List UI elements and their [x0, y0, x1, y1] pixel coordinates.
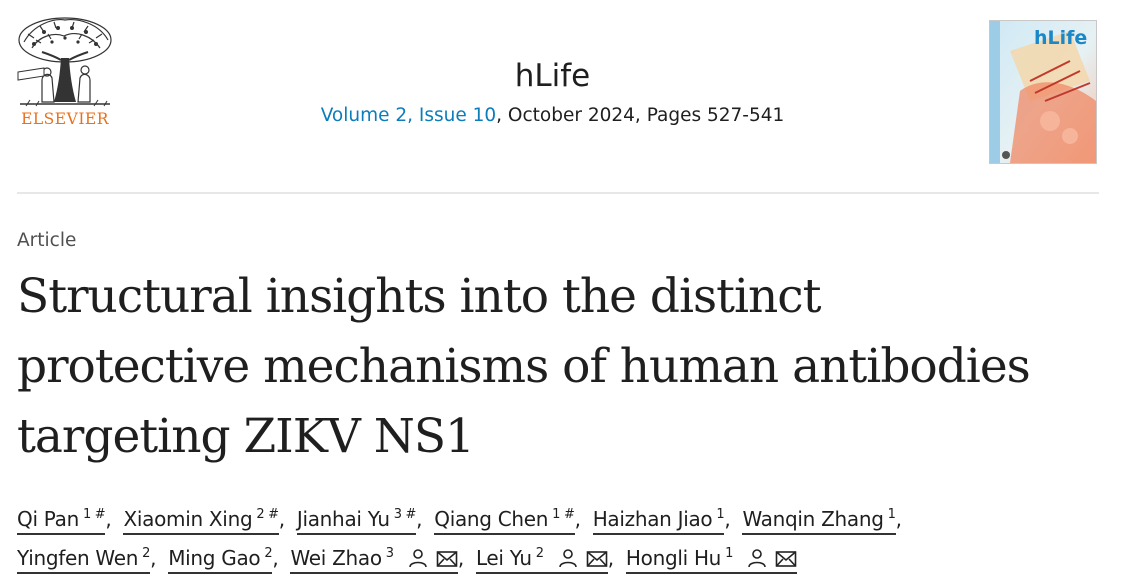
author-name: Jianhai Yu	[296, 507, 390, 531]
envelope-icon	[586, 551, 608, 567]
author-affiliation: 3	[385, 546, 394, 561]
author-link-wanqin-zhang[interactable]: Wanqin Zhang 1	[742, 502, 896, 535]
author-affiliation: 1 #	[552, 507, 575, 522]
elsevier-logo[interactable]	[14, 14, 116, 132]
author-name: Lei Yu	[475, 546, 532, 570]
publisher-name: ELSEVIER	[21, 110, 109, 128]
author-link-xiaomin-xing[interactable]: Xiaomin Xing 2 #	[123, 502, 279, 535]
author-name: Yingfen Wen	[17, 546, 139, 570]
author-link-lei-yu[interactable]: Lei Yu 2	[475, 541, 608, 574]
cover-artwork	[990, 21, 1096, 163]
person-icon	[558, 549, 577, 568]
author-name: Haizhan Jiao	[592, 507, 713, 531]
author-name: Qi Pan	[17, 507, 79, 531]
article-type: Article	[17, 230, 77, 251]
author-name: Ming Gao	[168, 546, 261, 570]
author-link-yingfen-wen[interactable]: Yingfen Wen 2	[17, 541, 150, 574]
author-name: Xiaomin Xing	[123, 507, 253, 531]
journal-cover-thumbnail[interactable]: hLife	[989, 20, 1097, 164]
author-name: Wei Zhao	[290, 546, 382, 570]
author-affiliation: 2 #	[256, 507, 279, 522]
cover-title: hLife	[1034, 27, 1088, 49]
issue-details: , October 2024, Pages 527-541	[496, 105, 785, 126]
author-link-qi-pan[interactable]: Qi Pan 1 #	[17, 502, 106, 535]
author-name: Hongli Hu	[625, 546, 722, 570]
title-line: Structural insights into the distinct	[17, 269, 821, 324]
author-link-hongli-hu[interactable]: Hongli Hu 1	[625, 541, 798, 574]
elsevier-tree-icon	[14, 14, 116, 110]
author-link-qiang-chen[interactable]: Qiang Chen 1 #	[434, 502, 575, 535]
author-link-ming-gao[interactable]: Ming Gao 2	[168, 541, 273, 574]
envelope-icon	[775, 551, 797, 567]
author-affiliation: 3 #	[393, 507, 417, 522]
envelope-icon	[436, 551, 458, 567]
person-icon	[409, 549, 427, 568]
author-affiliation: 1	[716, 507, 725, 522]
author-affiliation: 1	[887, 507, 896, 522]
title-line: protective mechanisms of human antibodie…	[17, 339, 1031, 394]
title-line: targeting ZIKV NS1	[17, 409, 475, 464]
issue-link[interactable]: Volume 2, Issue 10	[320, 105, 497, 126]
article-header: ELSEVIER hLife Volume 2, Issue 10, Octob…	[0, 0, 1121, 194]
author-link-haizhan-jiao[interactable]: Haizhan Jiao 1	[592, 502, 725, 535]
author-affiliation: 1	[725, 546, 734, 561]
author-affiliation: 2	[264, 546, 273, 561]
article-title: Structural insights into the distinct pr…	[17, 262, 1112, 472]
author-affiliation: 1 #	[82, 507, 106, 522]
author-affiliation: 2	[142, 546, 151, 561]
author-list: Qi Pan 1 #, Xiaomin Xing 2 #, Jianhai Yu 3 …	[17, 500, 1107, 578]
issue-line: Volume 2, Issue 10, October 2024, Pages …	[300, 102, 805, 130]
author-name: Wanqin Zhang	[742, 507, 884, 531]
author-name: Qiang Chen	[434, 507, 549, 531]
author-affiliation: 2	[535, 546, 544, 561]
person-icon	[748, 549, 766, 568]
header-divider	[17, 192, 1099, 194]
author-link-jianhai-yu[interactable]: Jianhai Yu 3 #	[296, 502, 417, 535]
journal-info: hLife Volume 2, Issue 10, October 2024, …	[300, 54, 805, 130]
journal-title-link[interactable]: hLife	[514, 58, 591, 94]
author-link-wei-zhao[interactable]: Wei Zhao 3	[290, 541, 458, 574]
